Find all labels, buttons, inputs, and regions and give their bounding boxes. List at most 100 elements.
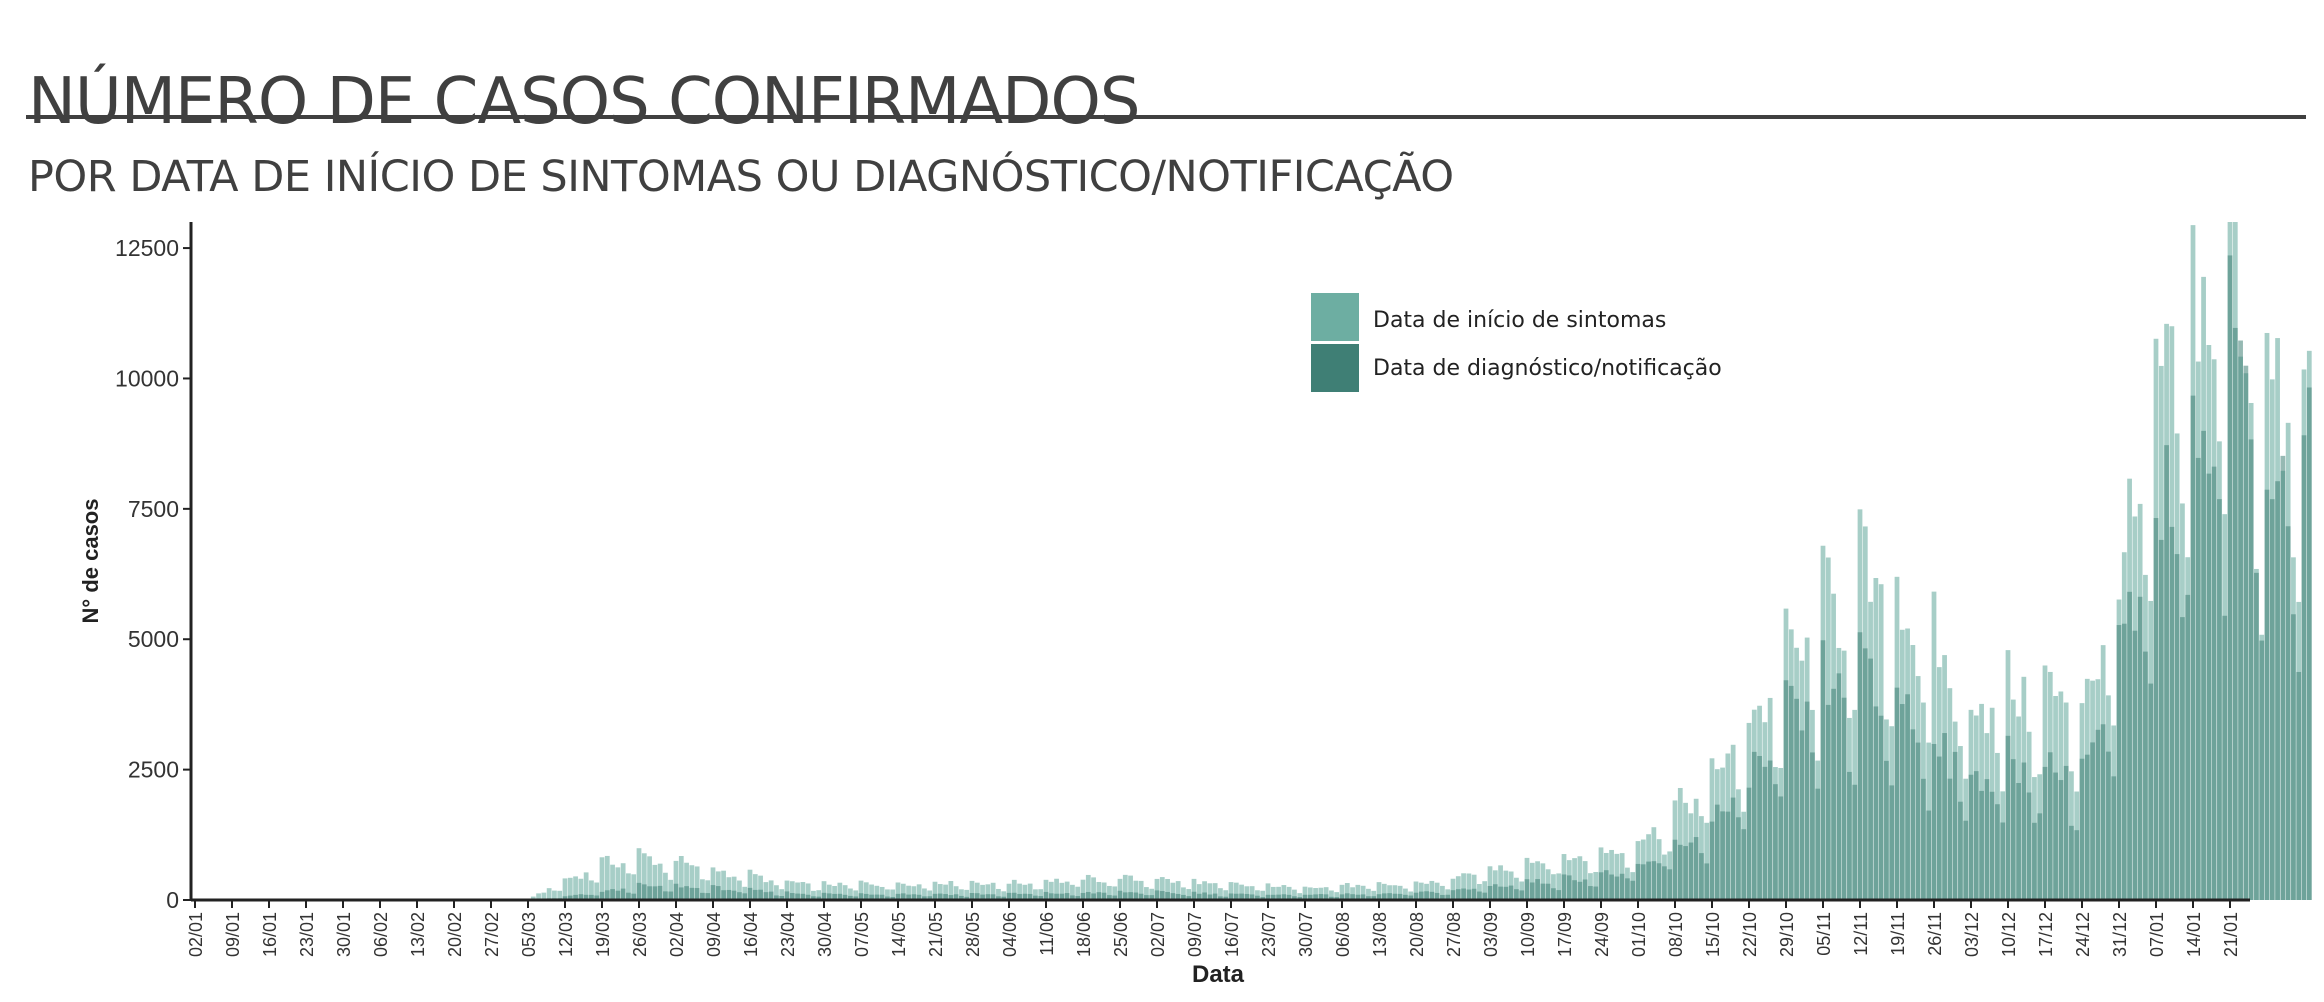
y-tick-label: 2500: [128, 757, 179, 783]
bar-diagnostico: [1440, 894, 1445, 900]
bar-diagnostico: [1979, 790, 1984, 900]
bar-diagnostico: [2010, 759, 2016, 900]
x-tick-label: 05/11: [1814, 912, 1834, 956]
bar-sintomas: [1318, 887, 1324, 900]
bar-diagnostico: [2243, 365, 2249, 900]
bar-diagnostico: [959, 895, 964, 900]
bar-sintomas: [964, 889, 970, 900]
bar-diagnostico: [2296, 671, 2302, 900]
bar-diagnostico: [620, 888, 626, 900]
bar-diagnostico: [805, 894, 811, 900]
bar-sintomas: [874, 885, 880, 900]
bar-sintomas: [890, 889, 896, 900]
bar-diagnostico: [1825, 704, 1831, 900]
bar-sintomas: [1704, 822, 1710, 900]
bar-diagnostico: [1968, 774, 1974, 900]
bar-sintomas: [1313, 888, 1318, 900]
bar-diagnostico: [752, 889, 758, 900]
bar-diagnostico: [1181, 894, 1186, 900]
bar-sintomas: [1048, 881, 1054, 900]
bar-sintomas: [752, 874, 758, 900]
bar-diagnostico: [1175, 893, 1181, 900]
bar-diagnostico: [2148, 683, 2154, 900]
bar-diagnostico: [1313, 894, 1318, 900]
bar-diagnostico: [1064, 893, 1070, 900]
x-tick-label: 16/07: [1222, 912, 1242, 957]
bar-diagnostico: [1350, 894, 1355, 900]
bar-sintomas: [1514, 877, 1519, 900]
bar-diagnostico: [689, 887, 695, 900]
bar-sintomas: [1551, 874, 1556, 900]
bar-sintomas: [684, 862, 689, 900]
bar-diagnostico: [1640, 864, 1646, 900]
bar-diagnostico: [1022, 893, 1028, 900]
bar-diagnostico: [974, 893, 980, 900]
bar-sintomas: [620, 863, 626, 900]
bar-diagnostico: [1852, 784, 1858, 900]
bar-diagnostico: [2079, 758, 2085, 900]
bar-diagnostico: [1397, 893, 1403, 900]
bar-diagnostico: [1038, 896, 1044, 900]
chart-subtitle: POR DATA DE INÍCIO DE SINTOMAS OU DIAGNÓ…: [28, 152, 1454, 202]
x-tick-label: 05/03: [519, 912, 539, 957]
bar-diagnostico: [1085, 891, 1091, 900]
x-tick-label: 11/06: [1037, 912, 1057, 956]
bar-sintomas: [583, 872, 589, 900]
bar-diagnostico: [721, 890, 726, 900]
bar-diagnostico: [922, 896, 927, 900]
x-tick-label: 30/07: [1296, 912, 1316, 957]
bar-diagnostico: [1667, 869, 1673, 900]
bar-sintomas: [657, 863, 663, 900]
bar-diagnostico: [673, 883, 679, 900]
bar-diagnostico: [1043, 891, 1049, 900]
bar-diagnostico: [1884, 760, 1889, 900]
bar-diagnostico: [895, 893, 901, 900]
bar-sintomas: [774, 885, 779, 900]
bar-sintomas: [1387, 885, 1392, 900]
bar-diagnostico: [763, 892, 769, 900]
bar-diagnostico: [1096, 892, 1102, 900]
bar-diagnostico: [2090, 742, 2095, 900]
bar-diagnostico: [1381, 893, 1387, 900]
bar-diagnostico: [610, 889, 615, 900]
bar-diagnostico: [1117, 890, 1123, 900]
bar-diagnostico: [2158, 539, 2164, 900]
bar-diagnostico: [631, 893, 637, 900]
bar-diagnostico: [573, 894, 578, 900]
bar-sintomas: [1138, 880, 1144, 900]
bar-sintomas: [1482, 881, 1488, 900]
bar-sintomas: [922, 888, 927, 900]
bar-sintomas: [567, 877, 573, 900]
bar-sintomas: [1392, 885, 1398, 900]
bar-sintomas: [1196, 884, 1202, 900]
bar-sintomas: [1218, 888, 1223, 900]
bar-diagnostico: [900, 893, 906, 900]
bar-diagnostico: [1112, 895, 1118, 900]
bar-sintomas: [911, 886, 917, 900]
x-tick-label: 08/10: [1666, 912, 1686, 957]
bar-diagnostico: [1122, 892, 1128, 900]
x-tick-label: 07/01: [2147, 912, 2167, 957]
bar-sintomas: [985, 884, 991, 900]
bar-diagnostico: [1498, 886, 1503, 900]
bar-diagnostico: [1614, 876, 1620, 900]
bar-sintomas: [705, 880, 711, 900]
bar-diagnostico: [567, 895, 573, 900]
bar-sintomas: [1001, 891, 1007, 900]
bar-diagnostico: [1556, 890, 1562, 900]
bar-diagnostico: [1995, 804, 2000, 900]
bar-diagnostico: [2100, 724, 2106, 900]
bar-diagnostico: [652, 886, 658, 900]
x-tick-label: 07/05: [852, 912, 872, 957]
bar-diagnostico: [1429, 891, 1435, 900]
bar-sintomas: [906, 885, 911, 900]
bar-sintomas: [636, 848, 642, 900]
bar-sintomas: [673, 860, 679, 900]
bar-sintomas: [1466, 873, 1472, 900]
bar-sintomas: [536, 893, 541, 900]
bar-diagnostico: [1376, 894, 1382, 900]
bar-diagnostico: [1371, 896, 1377, 900]
bar-sintomas: [668, 879, 674, 900]
bar-sintomas: [1144, 887, 1149, 900]
x-tick-label: 12/11: [1851, 912, 1871, 956]
